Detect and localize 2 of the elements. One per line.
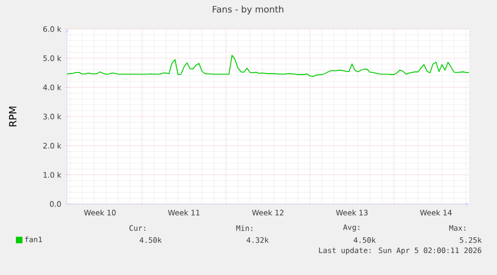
y-axis-title: RPM [9,106,16,126]
chart-title: Fans - by month [212,6,284,14]
